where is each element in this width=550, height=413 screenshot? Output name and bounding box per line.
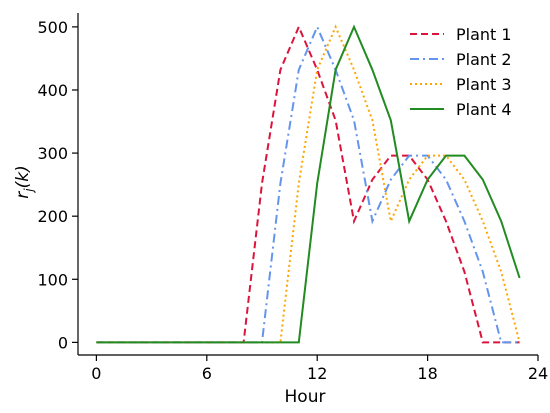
y-axis-label-main: r (13, 191, 33, 199)
y-tick-label: 300 (37, 144, 68, 163)
x-tick-label: 6 (202, 364, 212, 383)
y-tick-label: 500 (37, 18, 68, 37)
y-tick-label: 100 (37, 270, 68, 289)
y-axis-label-subscript: j (22, 188, 36, 194)
y-tick-label: 400 (37, 81, 68, 100)
y-tick-label: 200 (37, 207, 68, 226)
x-tick-label: 0 (91, 364, 101, 383)
x-tick-label: 12 (307, 364, 327, 383)
series-line-plant-4 (96, 24, 521, 344)
legend-label-plant-3: Plant 3 (456, 75, 512, 94)
legend-label-plant-1: Plant 1 (456, 25, 512, 44)
x-axis-label: Hour (285, 387, 326, 407)
y-axis-label: rj(k) (13, 165, 36, 198)
legend-label-plant-4: Plant 4 (456, 100, 512, 119)
y-tick-label: 0 (58, 333, 68, 352)
x-tick-label: 18 (417, 364, 437, 383)
series-lines (96, 24, 521, 344)
y-axis-label-suffix: (k) (13, 165, 33, 188)
tick-group: 0 6 12 18 24 0 100 200 300 400 500 (37, 18, 548, 383)
axes (77, 13, 538, 356)
x-tick-label: 24 (528, 364, 548, 383)
legend: Plant 1 Plant 2 Plant 3 Plant 4 (410, 25, 512, 119)
legend-label-plant-2: Plant 2 (456, 50, 512, 69)
